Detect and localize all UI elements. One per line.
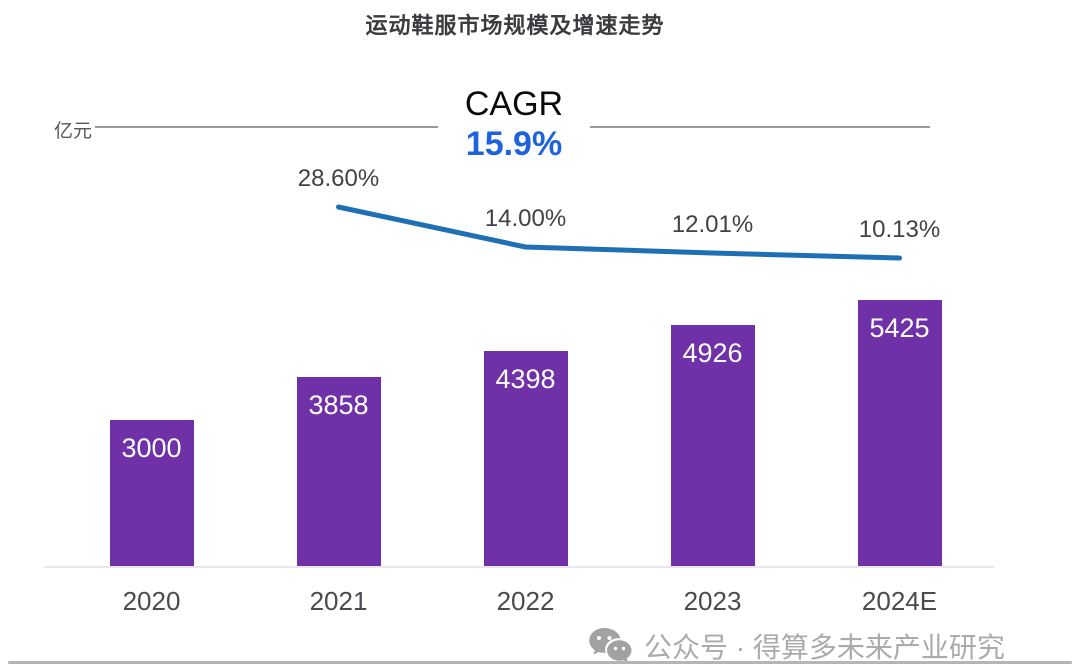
cagr-callout: CAGR 15.9% xyxy=(438,84,590,164)
growth-rate-label-2022: 14.00% xyxy=(484,205,567,232)
bar-value-label: 4926 xyxy=(682,338,743,368)
growth-rate-label-2023: 12.01% xyxy=(671,211,754,238)
x-axis-line xyxy=(44,566,994,568)
x-axis-label-2020: 2020 xyxy=(122,586,181,616)
x-axis-label-2024E: 2024E xyxy=(861,586,938,616)
growth-rate-label-2024E: 10.13% xyxy=(858,216,941,243)
chart-title: 运动鞋服市场规模及增速走势 xyxy=(365,13,665,38)
x-axis-label-2021: 2021 xyxy=(309,586,368,616)
bar-value-label: 5425 xyxy=(869,313,930,343)
watermark: 公众号 · 得算多未来产业研究 xyxy=(588,626,1005,666)
cagr-label: CAGR xyxy=(464,85,564,123)
bottom-divider xyxy=(8,661,1072,664)
watermark-text: 公众号 · 得算多未来产业研究 xyxy=(644,632,1005,663)
growth-rate-label-2021: 28.60% xyxy=(297,165,380,192)
bar-value-label: 3000 xyxy=(121,433,182,463)
bar-2023: 4926 xyxy=(670,325,755,568)
bar-2020: 3000 xyxy=(109,420,194,568)
growth-line xyxy=(336,204,902,261)
x-axis-label-2022: 2022 xyxy=(496,586,555,616)
y-axis-unit-label: 亿元 xyxy=(54,121,93,142)
bar-2021: 3858 xyxy=(296,377,381,568)
bar-2022: 4398 xyxy=(483,351,568,568)
cagr-value: 15.9% xyxy=(465,125,563,163)
x-axis-label-2023: 2023 xyxy=(683,586,742,616)
bar-value-label: 3858 xyxy=(308,390,369,420)
wechat-icon xyxy=(589,628,632,663)
bar-value-label: 4398 xyxy=(495,364,556,394)
bar-2024E: 5425 xyxy=(857,300,942,568)
